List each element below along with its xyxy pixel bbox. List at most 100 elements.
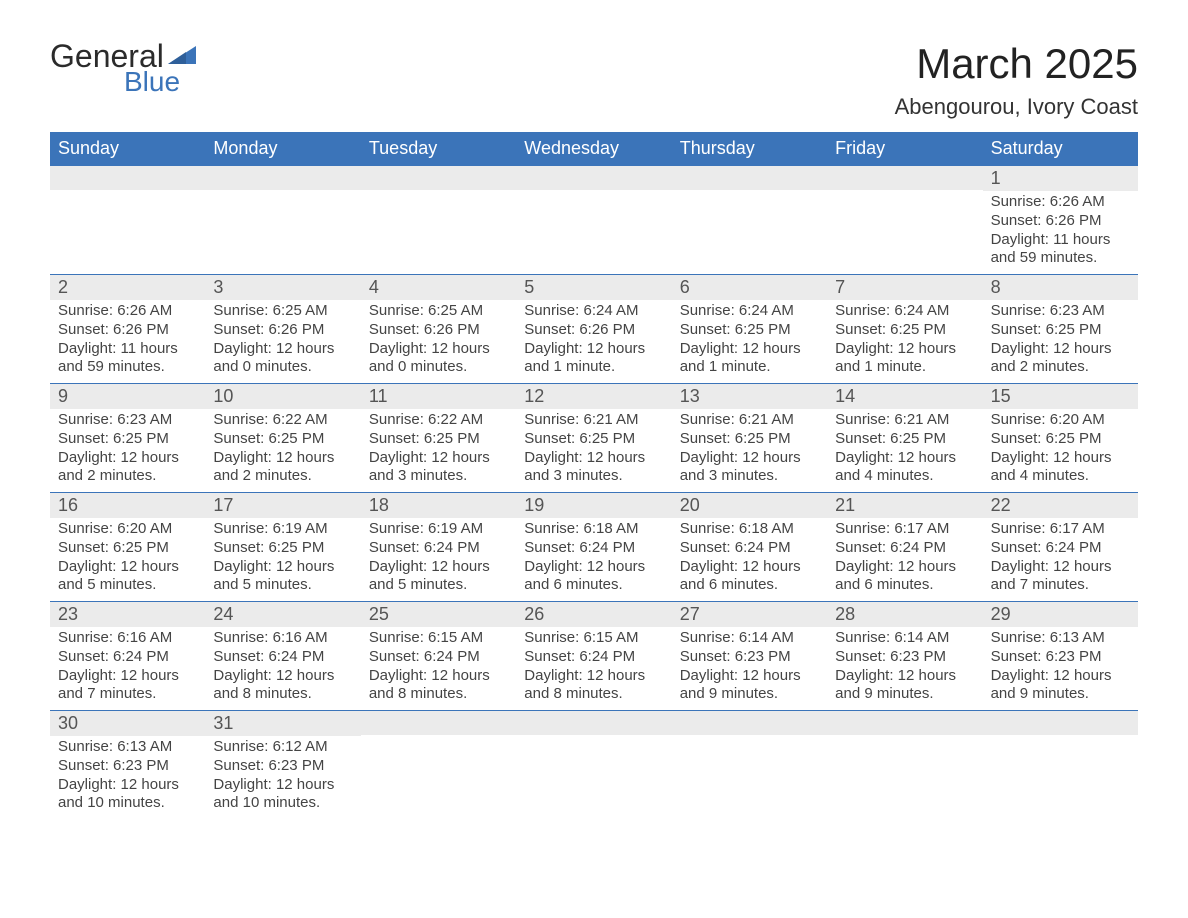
day-number: 26 bbox=[516, 602, 671, 627]
title-block: March 2025 Abengourou, Ivory Coast bbox=[895, 40, 1138, 120]
day-number bbox=[361, 166, 516, 190]
day-cell: 2Sunrise: 6:26 AMSunset: 6:26 PMDaylight… bbox=[50, 275, 205, 383]
day-number: 19 bbox=[516, 493, 671, 518]
day-number: 13 bbox=[672, 384, 827, 409]
daylight-text: Daylight: 12 hours and 8 minutes. bbox=[213, 667, 352, 705]
daylight-text: Daylight: 12 hours and 1 minute. bbox=[524, 340, 663, 378]
sunset-text: Sunset: 6:26 PM bbox=[213, 321, 352, 340]
sunset-text: Sunset: 6:25 PM bbox=[369, 430, 508, 449]
sunset-text: Sunset: 6:26 PM bbox=[991, 212, 1130, 231]
day-cell: 28Sunrise: 6:14 AMSunset: 6:23 PMDayligh… bbox=[827, 602, 982, 710]
day-body: Sunrise: 6:23 AMSunset: 6:25 PMDaylight:… bbox=[50, 409, 205, 492]
sunrise-text: Sunrise: 6:22 AM bbox=[369, 411, 508, 430]
daylight-text: Daylight: 12 hours and 10 minutes. bbox=[213, 776, 352, 814]
day-number bbox=[205, 166, 360, 190]
sunset-text: Sunset: 6:25 PM bbox=[991, 430, 1130, 449]
day-cell: 18Sunrise: 6:19 AMSunset: 6:24 PMDayligh… bbox=[361, 493, 516, 601]
daylight-text: Daylight: 11 hours and 59 minutes. bbox=[991, 231, 1130, 269]
sunset-text: Sunset: 6:24 PM bbox=[524, 539, 663, 558]
sunset-text: Sunset: 6:23 PM bbox=[213, 757, 352, 776]
daylight-text: Daylight: 12 hours and 4 minutes. bbox=[835, 449, 974, 487]
sunrise-text: Sunrise: 6:15 AM bbox=[524, 629, 663, 648]
sunrise-text: Sunrise: 6:26 AM bbox=[991, 193, 1130, 212]
daylight-text: Daylight: 12 hours and 2 minutes. bbox=[58, 449, 197, 487]
sunrise-text: Sunrise: 6:19 AM bbox=[369, 520, 508, 539]
sunrise-text: Sunrise: 6:13 AM bbox=[58, 738, 197, 757]
day-cell bbox=[50, 166, 205, 274]
day-cell bbox=[516, 166, 671, 274]
weekday-header: Saturday bbox=[983, 132, 1138, 165]
daylight-text: Daylight: 12 hours and 1 minute. bbox=[835, 340, 974, 378]
day-number: 11 bbox=[361, 384, 516, 409]
day-cell bbox=[827, 166, 982, 274]
day-cell bbox=[516, 711, 671, 819]
header: General Blue March 2025 Abengourou, Ivor… bbox=[50, 40, 1138, 120]
sunrise-text: Sunrise: 6:15 AM bbox=[369, 629, 508, 648]
day-cell: 8Sunrise: 6:23 AMSunset: 6:25 PMDaylight… bbox=[983, 275, 1138, 383]
daylight-text: Daylight: 12 hours and 3 minutes. bbox=[524, 449, 663, 487]
daylight-text: Daylight: 12 hours and 0 minutes. bbox=[213, 340, 352, 378]
sunrise-text: Sunrise: 6:26 AM bbox=[58, 302, 197, 321]
daylight-text: Daylight: 12 hours and 0 minutes. bbox=[369, 340, 508, 378]
day-number bbox=[361, 711, 516, 735]
day-cell: 27Sunrise: 6:14 AMSunset: 6:23 PMDayligh… bbox=[672, 602, 827, 710]
weekday-row: Sunday Monday Tuesday Wednesday Thursday… bbox=[50, 132, 1138, 165]
sunrise-text: Sunrise: 6:17 AM bbox=[835, 520, 974, 539]
day-cell: 24Sunrise: 6:16 AMSunset: 6:24 PMDayligh… bbox=[205, 602, 360, 710]
day-cell: 5Sunrise: 6:24 AMSunset: 6:26 PMDaylight… bbox=[516, 275, 671, 383]
day-body: Sunrise: 6:13 AMSunset: 6:23 PMDaylight:… bbox=[983, 627, 1138, 710]
weekday-header: Tuesday bbox=[361, 132, 516, 165]
sunset-text: Sunset: 6:25 PM bbox=[213, 430, 352, 449]
page-title: March 2025 bbox=[895, 40, 1138, 88]
day-body: Sunrise: 6:15 AMSunset: 6:24 PMDaylight:… bbox=[516, 627, 671, 710]
week-row: 2Sunrise: 6:26 AMSunset: 6:26 PMDaylight… bbox=[50, 274, 1138, 383]
weekday-header: Wednesday bbox=[516, 132, 671, 165]
sunrise-text: Sunrise: 6:18 AM bbox=[680, 520, 819, 539]
day-body: Sunrise: 6:26 AMSunset: 6:26 PMDaylight:… bbox=[50, 300, 205, 383]
day-cell bbox=[672, 166, 827, 274]
day-body: Sunrise: 6:16 AMSunset: 6:24 PMDaylight:… bbox=[205, 627, 360, 710]
day-body: Sunrise: 6:24 AMSunset: 6:26 PMDaylight:… bbox=[516, 300, 671, 383]
day-cell: 10Sunrise: 6:22 AMSunset: 6:25 PMDayligh… bbox=[205, 384, 360, 492]
sunset-text: Sunset: 6:24 PM bbox=[524, 648, 663, 667]
sunrise-text: Sunrise: 6:14 AM bbox=[680, 629, 819, 648]
sunset-text: Sunset: 6:23 PM bbox=[680, 648, 819, 667]
day-cell: 16Sunrise: 6:20 AMSunset: 6:25 PMDayligh… bbox=[50, 493, 205, 601]
calendar: Sunday Monday Tuesday Wednesday Thursday… bbox=[50, 132, 1138, 819]
sunrise-text: Sunrise: 6:21 AM bbox=[680, 411, 819, 430]
day-number: 21 bbox=[827, 493, 982, 518]
day-number: 3 bbox=[205, 275, 360, 300]
daylight-text: Daylight: 12 hours and 5 minutes. bbox=[213, 558, 352, 596]
week-row: 9Sunrise: 6:23 AMSunset: 6:25 PMDaylight… bbox=[50, 383, 1138, 492]
sunset-text: Sunset: 6:24 PM bbox=[58, 648, 197, 667]
sunset-text: Sunset: 6:25 PM bbox=[213, 539, 352, 558]
day-number: 8 bbox=[983, 275, 1138, 300]
day-number bbox=[827, 166, 982, 190]
sunrise-text: Sunrise: 6:21 AM bbox=[524, 411, 663, 430]
daylight-text: Daylight: 12 hours and 8 minutes. bbox=[369, 667, 508, 705]
sunset-text: Sunset: 6:26 PM bbox=[524, 321, 663, 340]
sunset-text: Sunset: 6:24 PM bbox=[213, 648, 352, 667]
day-number: 15 bbox=[983, 384, 1138, 409]
day-cell: 9Sunrise: 6:23 AMSunset: 6:25 PMDaylight… bbox=[50, 384, 205, 492]
sunrise-text: Sunrise: 6:23 AM bbox=[991, 302, 1130, 321]
day-number: 31 bbox=[205, 711, 360, 736]
day-cell bbox=[361, 711, 516, 819]
sunset-text: Sunset: 6:25 PM bbox=[58, 430, 197, 449]
sunrise-text: Sunrise: 6:16 AM bbox=[213, 629, 352, 648]
weekday-header: Friday bbox=[827, 132, 982, 165]
day-number: 23 bbox=[50, 602, 205, 627]
day-cell bbox=[983, 711, 1138, 819]
sunset-text: Sunset: 6:25 PM bbox=[835, 430, 974, 449]
sunset-text: Sunset: 6:24 PM bbox=[369, 539, 508, 558]
daylight-text: Daylight: 12 hours and 9 minutes. bbox=[680, 667, 819, 705]
day-cell: 14Sunrise: 6:21 AMSunset: 6:25 PMDayligh… bbox=[827, 384, 982, 492]
daylight-text: Daylight: 12 hours and 7 minutes. bbox=[991, 558, 1130, 596]
daylight-text: Daylight: 11 hours and 59 minutes. bbox=[58, 340, 197, 378]
day-number: 5 bbox=[516, 275, 671, 300]
day-body: Sunrise: 6:25 AMSunset: 6:26 PMDaylight:… bbox=[205, 300, 360, 383]
daylight-text: Daylight: 12 hours and 1 minute. bbox=[680, 340, 819, 378]
day-body: Sunrise: 6:25 AMSunset: 6:26 PMDaylight:… bbox=[361, 300, 516, 383]
day-number: 16 bbox=[50, 493, 205, 518]
sunrise-text: Sunrise: 6:25 AM bbox=[369, 302, 508, 321]
